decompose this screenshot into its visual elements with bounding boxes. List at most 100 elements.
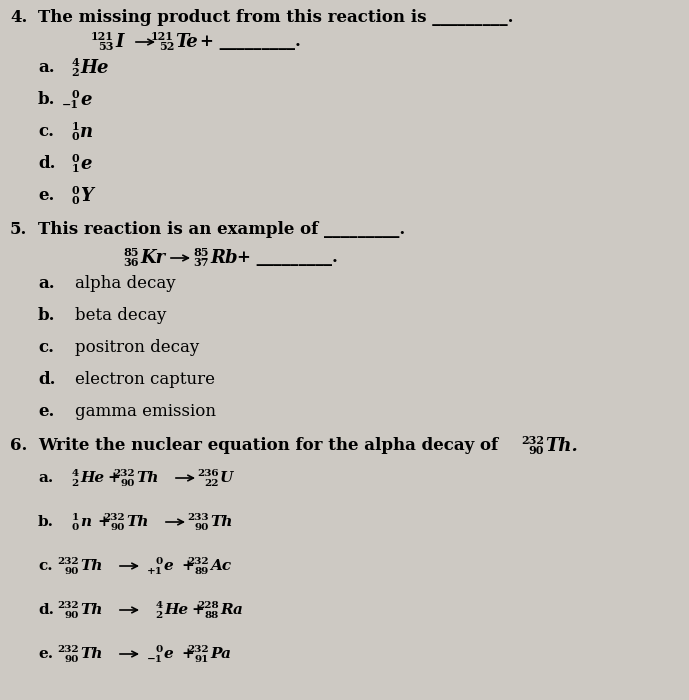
Text: positron decay: positron decay (75, 340, 199, 356)
Text: 4: 4 (156, 601, 163, 610)
Text: 232: 232 (187, 645, 209, 654)
Text: 2: 2 (72, 479, 79, 487)
Text: 121: 121 (91, 32, 114, 43)
Text: 232: 232 (521, 435, 544, 447)
Text: 4: 4 (71, 57, 79, 69)
Text: 90: 90 (65, 654, 79, 664)
Text: I: I (115, 33, 123, 51)
Text: 0: 0 (72, 90, 79, 101)
Text: He: He (80, 471, 104, 485)
Text: e: e (164, 647, 174, 661)
Text: He: He (80, 59, 108, 77)
Text: 232: 232 (187, 556, 209, 566)
Text: 90: 90 (65, 566, 79, 575)
Text: Th: Th (210, 515, 232, 529)
Text: −1: −1 (147, 654, 163, 664)
Text: 0: 0 (72, 186, 79, 197)
Text: 52: 52 (158, 41, 174, 52)
Text: 37: 37 (194, 258, 209, 269)
Text: b.: b. (38, 515, 54, 529)
Text: −1: −1 (62, 99, 79, 111)
Text: U: U (220, 471, 234, 485)
Text: Th: Th (80, 647, 103, 661)
Text: He: He (164, 603, 188, 617)
Text: 232: 232 (57, 645, 79, 654)
Text: 232: 232 (114, 468, 135, 477)
Text: a.: a. (38, 276, 54, 293)
Text: 0: 0 (72, 132, 79, 143)
Text: 89: 89 (195, 566, 209, 575)
Text: Th: Th (126, 515, 149, 529)
Text: 88: 88 (205, 610, 219, 620)
Text: 53: 53 (99, 41, 114, 52)
Text: 0: 0 (72, 153, 79, 164)
Text: 232: 232 (103, 512, 125, 522)
Text: 85: 85 (194, 248, 209, 258)
Text: +: + (107, 471, 120, 485)
Text: a.: a. (38, 60, 54, 76)
Text: Th: Th (136, 471, 158, 485)
Text: 233: 233 (187, 512, 209, 522)
Text: 232: 232 (57, 556, 79, 566)
Text: 91: 91 (194, 654, 209, 664)
Text: 228: 228 (197, 601, 219, 610)
Text: e: e (80, 155, 92, 173)
Text: +: + (191, 603, 204, 617)
Text: Ac: Ac (210, 559, 231, 573)
Text: Th: Th (80, 603, 103, 617)
Text: c.: c. (38, 340, 54, 356)
Text: b.: b. (38, 92, 56, 108)
Text: c.: c. (38, 123, 54, 141)
Text: + _________.: + _________. (237, 249, 338, 267)
Text: 6.: 6. (10, 438, 28, 454)
Text: 90: 90 (111, 522, 125, 531)
Text: +: + (181, 647, 194, 661)
Text: d.: d. (38, 155, 56, 172)
Text: b.: b. (38, 307, 56, 325)
Text: e: e (164, 559, 174, 573)
Text: 2: 2 (156, 610, 163, 620)
Text: 2: 2 (72, 67, 79, 78)
Text: 4.: 4. (10, 10, 28, 27)
Text: electron capture: electron capture (75, 372, 215, 389)
Text: 0: 0 (72, 195, 79, 206)
Text: Rb: Rb (210, 249, 238, 267)
Text: 0: 0 (156, 645, 163, 654)
Text: beta decay: beta decay (75, 307, 166, 325)
Text: +: + (181, 559, 194, 573)
Text: e: e (80, 91, 92, 109)
Text: The missing product from this reaction is _________.: The missing product from this reaction i… (38, 10, 513, 27)
Text: 90: 90 (194, 522, 209, 531)
Text: 90: 90 (65, 610, 79, 620)
Text: e.: e. (38, 403, 54, 421)
Text: 121: 121 (151, 32, 174, 43)
Text: 4: 4 (72, 468, 79, 477)
Text: 90: 90 (528, 445, 544, 456)
Text: 0: 0 (72, 522, 79, 531)
Text: Y: Y (80, 187, 93, 205)
Text: 1: 1 (72, 122, 79, 132)
Text: n: n (80, 515, 91, 529)
Text: a.: a. (38, 471, 53, 485)
Text: gamma emission: gamma emission (75, 403, 216, 421)
Text: alpha decay: alpha decay (75, 276, 176, 293)
Text: 85: 85 (123, 248, 139, 258)
Text: 90: 90 (121, 479, 135, 487)
Text: + _________.: + _________. (200, 34, 301, 50)
Text: Th.: Th. (545, 437, 578, 455)
Text: 232: 232 (57, 601, 79, 610)
Text: Pa: Pa (210, 647, 231, 661)
Text: Write the nuclear equation for the alpha decay of: Write the nuclear equation for the alpha… (38, 438, 498, 454)
Text: c.: c. (38, 559, 52, 573)
Text: Ra: Ra (220, 603, 243, 617)
Text: n: n (80, 123, 93, 141)
Text: e.: e. (38, 188, 54, 204)
Text: e.: e. (38, 647, 53, 661)
Text: d.: d. (38, 603, 54, 617)
Text: This reaction is an example of _________.: This reaction is an example of _________… (38, 221, 405, 239)
Text: Te: Te (175, 33, 198, 51)
Text: +: + (97, 515, 110, 529)
Text: 5.: 5. (10, 221, 28, 239)
Text: 36: 36 (123, 258, 139, 269)
Text: 0: 0 (156, 556, 163, 566)
